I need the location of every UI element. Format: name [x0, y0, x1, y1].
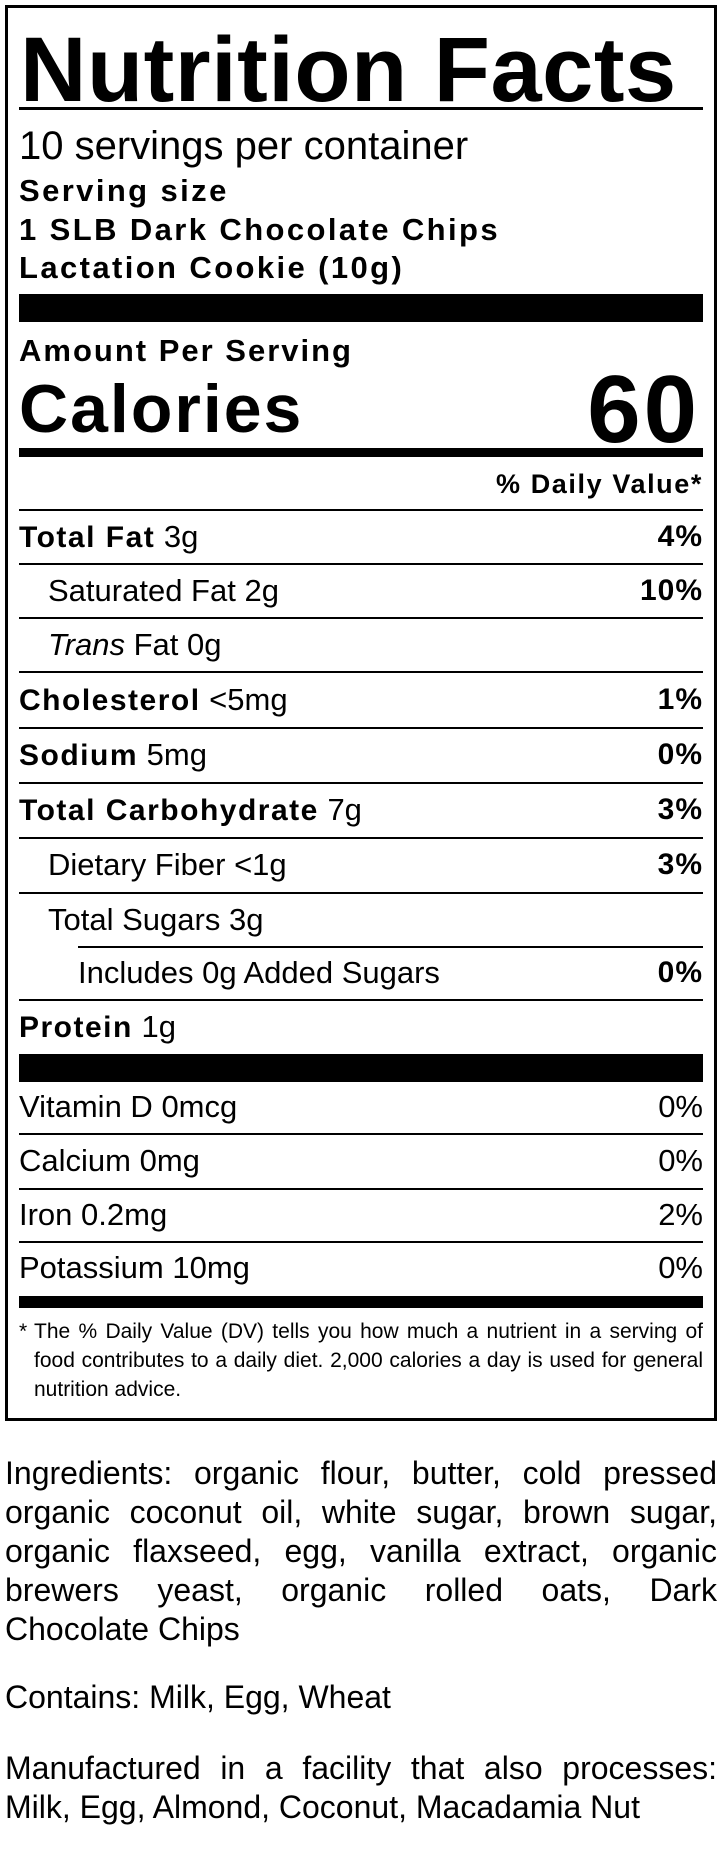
vitamin-name: Vitamin D — [19, 1089, 153, 1124]
nutrient-name: Trans — [48, 627, 125, 662]
nutrient-amount: 3g — [163, 519, 199, 554]
footnote-text: The % Daily Value (DV) tells you how muc… — [34, 1320, 703, 1401]
nutrient-name: Includes 0g Added Sugars — [78, 955, 440, 990]
vitamin-name: Calcium — [19, 1143, 131, 1178]
divider — [19, 1241, 703, 1243]
medium-divider — [19, 1296, 703, 1308]
vitamin-amount: 0.2mg — [81, 1197, 168, 1232]
divider — [19, 782, 703, 784]
nutrient-amount: 3g — [228, 902, 264, 937]
nutrient-amount: 0g — [187, 627, 222, 662]
nutrient-row-cholesterol: Cholesterol <5mg 1% — [19, 673, 703, 727]
vitamin-amount: 0mcg — [161, 1089, 238, 1124]
serving-size-line2: Lactation Cookie (10g) — [19, 250, 405, 285]
serving-size-label: Serving size — [19, 173, 229, 208]
divider — [19, 727, 703, 729]
divider — [19, 563, 703, 565]
vitamin-amount: 0mg — [139, 1143, 200, 1178]
vitamin-row-potassium: Potassium 10mg 0% — [19, 1241, 703, 1295]
nutrition-facts-label — [5, 5, 717, 1421]
nutrient-dv: 1% — [657, 683, 703, 716]
daily-value-footnote: * The % Daily Value (DV) tells you how m… — [19, 1317, 703, 1404]
nutrient-amount: 5mg — [146, 737, 207, 772]
divider — [19, 671, 703, 673]
vitamin-row-iron: Iron 0.2mg 2% — [19, 1188, 703, 1242]
nutrient-dv: 3% — [657, 848, 703, 881]
amount-per-serving: Amount Per Serving — [19, 333, 353, 368]
nutrient-name: Total Fat — [19, 521, 156, 554]
nutrient-amount: <5mg — [209, 682, 288, 717]
daily-value-header: % Daily Value* — [496, 469, 703, 499]
nutrient-amount: 7g — [327, 792, 362, 827]
vitamin-row-calcium: Calcium 0mg 0% — [19, 1134, 703, 1188]
nutrient-name: Total Sugars — [48, 902, 221, 937]
footnote-star: * — [19, 1320, 28, 1343]
vitamin-amount: 10mg — [172, 1250, 250, 1285]
divider — [19, 1188, 703, 1190]
nutrient-dv: 10% — [639, 574, 703, 607]
nutrient-row-saturated-fat: Saturated Fat 2g 10% — [19, 564, 703, 618]
nutrient-name: Sodium — [19, 739, 138, 772]
nutrient-row-total-fat: Total Fat 3g 4% — [19, 510, 703, 564]
divider — [19, 107, 703, 110]
divider — [19, 1133, 703, 1135]
thick-divider — [19, 1054, 703, 1082]
vitamin-dv: 0% — [658, 1089, 703, 1124]
serving-size-line1: 1 SLB Dark Chocolate Chips — [19, 212, 500, 247]
nutrient-dv: 3% — [657, 793, 703, 826]
facility-statement: Manufactured in a facility that also pro… — [5, 1750, 717, 1825]
nutrient-dv: 0% — [657, 738, 703, 771]
nutrient-row-total-carbohydrate: Total Carbohydrate 7g 3% — [19, 783, 703, 837]
vitamin-name: Iron — [19, 1197, 73, 1232]
calories-label: Calories — [19, 371, 304, 447]
label-title: Nutrition Facts — [20, 19, 677, 121]
divider — [78, 946, 703, 948]
nutrient-dv: 0% — [657, 956, 703, 989]
divider — [19, 837, 703, 839]
nutrient-name: Cholesterol — [19, 684, 201, 717]
ingredients-text: Ingredients: organic flour, butter, cold… — [5, 1455, 717, 1647]
nutrient-amount: 1g — [141, 1009, 176, 1044]
nutrient-name-suffix: Fat — [133, 627, 179, 662]
nutrient-row-protein: Protein 1g — [19, 1000, 703, 1054]
vitamin-dv: 0% — [658, 1250, 703, 1285]
divider — [19, 999, 703, 1001]
nutrient-dv: 4% — [657, 520, 703, 553]
nutrient-row-sodium: Sodium 5mg 0% — [19, 728, 703, 782]
vitamin-dv: 0% — [658, 1143, 703, 1178]
thick-divider — [19, 294, 703, 322]
medium-divider — [19, 448, 703, 457]
divider — [19, 617, 703, 619]
nutrient-name: Saturated Fat — [48, 573, 236, 608]
divider — [19, 892, 703, 894]
nutrient-row-dietary-fiber: Dietary Fiber <1g 3% — [19, 838, 703, 892]
vitamin-row-vitamin-d: Vitamin D 0mcg 0% — [19, 1080, 703, 1134]
nutrient-row-trans-fat: Trans Fat 0g — [19, 618, 703, 672]
nutrient-amount: <1g — [234, 847, 287, 882]
servings-per-container: 10 servings per container — [19, 124, 469, 168]
nutrient-name: Protein — [19, 1011, 133, 1044]
allergen-contains-text: Contains: Milk, Egg, Wheat — [5, 1679, 391, 1715]
divider — [19, 509, 703, 511]
vitamin-dv: 2% — [658, 1197, 703, 1232]
nutrient-name: Total Carbohydrate — [19, 794, 319, 827]
nutrient-name: Dietary Fiber — [48, 847, 226, 882]
nutrient-row-total-sugars: Total Sugars 3g — [19, 893, 703, 947]
vitamin-name: Potassium — [19, 1250, 164, 1285]
nutrient-row-added-sugars: Includes 0g Added Sugars 0% — [19, 946, 703, 1000]
nutrient-amount: 2g — [244, 573, 279, 608]
calories-value: 60 — [587, 356, 700, 463]
